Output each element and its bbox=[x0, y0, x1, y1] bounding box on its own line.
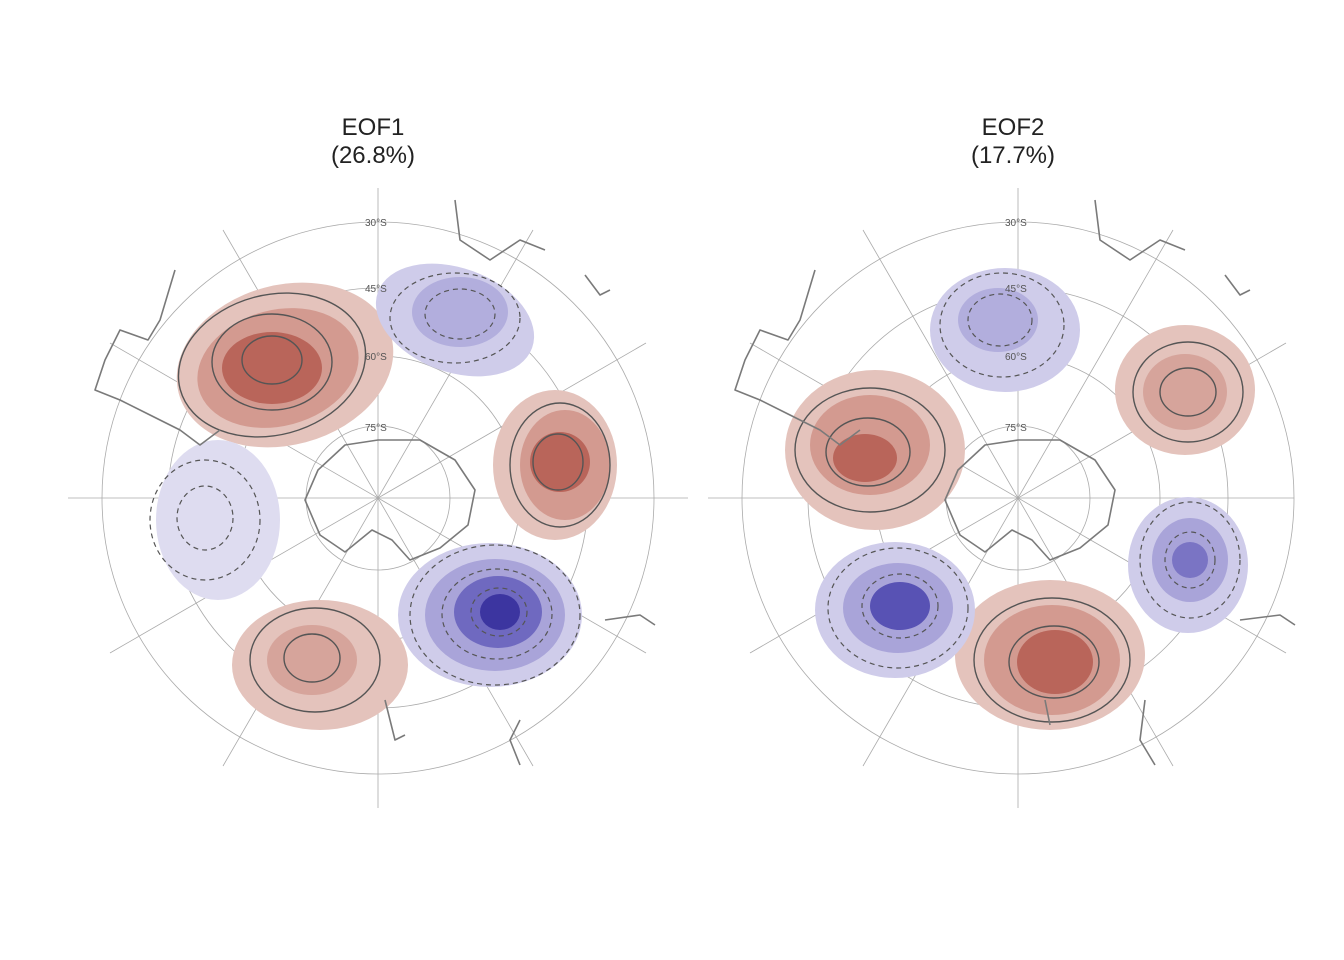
eof2-lat-75: 75°S bbox=[1005, 423, 1027, 434]
eof1-lat-75: 75°S bbox=[365, 423, 387, 434]
eof1-negative-contours bbox=[149, 272, 581, 686]
eof2-lat-60: 60°S bbox=[1005, 352, 1027, 363]
eof2-lat-45: 45°S bbox=[1005, 284, 1027, 295]
eof1-title-text: EOF1 bbox=[341, 114, 405, 141]
eof1-variance-text: (26.8%) bbox=[330, 142, 416, 169]
eof2-title-text: EOF2 bbox=[981, 114, 1045, 141]
eof1-lat-60: 60°S bbox=[365, 352, 387, 363]
eof1-positive-anomalies bbox=[176, 282, 617, 730]
eof1-title: EOF1 (26.8%) bbox=[43, 114, 703, 170]
eof2-coastlines bbox=[734, 199, 1296, 766]
eof2-polar-map: 30°S 45°S 60°S 75°S bbox=[708, 188, 1296, 808]
eof1-panel: EOF1 (26.8%) bbox=[68, 114, 688, 808]
eof1-coastlines bbox=[94, 199, 656, 766]
eof1-latitude-labels: 30°S 45°S 60°S 75°S bbox=[365, 218, 387, 434]
eof1-polar-map: 30°S 45°S 60°S 75°S bbox=[68, 188, 688, 808]
eof2-negative-anomalies bbox=[815, 268, 1248, 678]
eof1-negative-anomalies bbox=[156, 263, 582, 687]
eof2-positive-contours bbox=[794, 341, 1244, 723]
eof1-positive-contours bbox=[177, 292, 611, 713]
eof2-negative-contours bbox=[827, 272, 1241, 669]
eof1-lat-45: 45°S bbox=[365, 284, 387, 295]
eof2-title: EOF2 (17.7%) bbox=[683, 114, 1343, 170]
eof2-latitude-labels: 30°S 45°S 60°S 75°S bbox=[1005, 218, 1027, 434]
eof1-lat-30: 30°S bbox=[365, 218, 387, 229]
eof2-lat-30: 30°S bbox=[1005, 218, 1027, 229]
eof2-variance-text: (17.7%) bbox=[970, 142, 1056, 169]
eof2-panel: EOF2 (17.7%) bbox=[640, 0, 1312, 960]
